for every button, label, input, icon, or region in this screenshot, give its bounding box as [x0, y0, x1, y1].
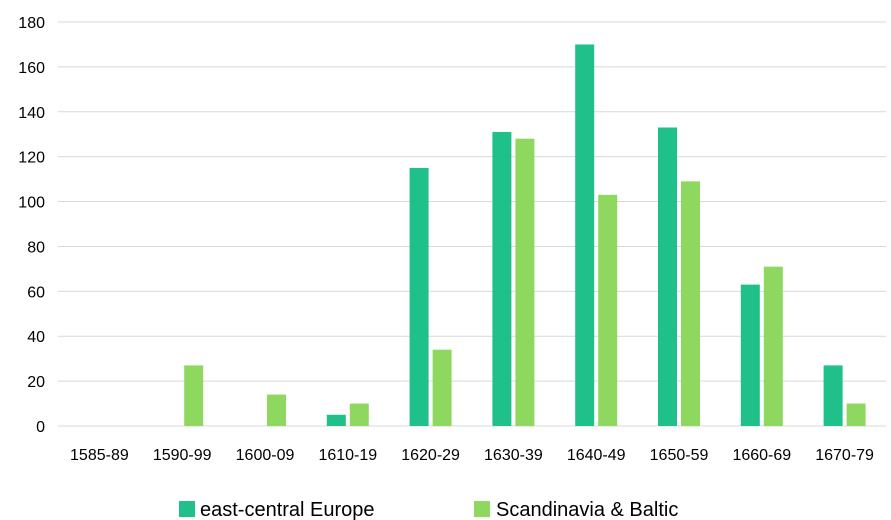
y-tick-label: 180	[18, 15, 45, 32]
x-tick-label: 1670-79	[815, 447, 874, 464]
bar-scandinavia-baltic-1620-29	[432, 349, 452, 426]
y-tick-label: 140	[18, 105, 45, 122]
y-tick-label: 160	[18, 60, 45, 77]
bar-scandinavia-baltic-1600-09	[267, 394, 286, 426]
legend-swatch-east-central-europe	[179, 501, 195, 517]
bar-east-central-europe-1610-19	[326, 414, 346, 426]
bar-scandinavia-baltic-1670-79	[846, 403, 866, 426]
legend: east-central Europe Scandinavia & Baltic	[179, 499, 678, 520]
y-tick-label: 80	[27, 239, 45, 256]
legend-swatch-scandinavia-baltic	[474, 501, 490, 517]
bar-scandinavia-baltic-1630-39	[515, 138, 535, 426]
x-tick-label: 1660-69	[732, 447, 791, 464]
legend-label-east-central-europe: east-central Europe	[200, 499, 375, 520]
y-tick-label: 100	[18, 195, 45, 212]
x-tick-label: 1650-59	[650, 447, 709, 464]
x-tick-label: 1640-49	[567, 447, 626, 464]
bar-east-central-europe-1620-29	[409, 167, 429, 426]
x-tick-label: 1585-89	[70, 447, 129, 464]
bar-scandinavia-baltic-1590-99	[184, 365, 204, 426]
bar-scandinavia-baltic-1610-19	[349, 403, 369, 426]
x-tick-label: 1590-99	[153, 447, 212, 464]
bar-east-central-europe-1640-49	[575, 44, 595, 426]
x-tick-label: 1620-29	[401, 447, 460, 464]
bar-east-central-europe-1650-59	[658, 127, 677, 426]
bars	[184, 44, 866, 426]
bar-east-central-europe-1630-39	[492, 131, 512, 426]
y-tick-label: 40	[27, 329, 45, 346]
x-tick-label: 1600-09	[236, 447, 295, 464]
bar-east-central-europe-1670-79	[823, 365, 843, 426]
bar-scandinavia-baltic-1640-49	[598, 194, 618, 426]
bar-scandinavia-baltic-1660-69	[763, 266, 783, 426]
y-tick-label: 0	[36, 419, 45, 436]
y-tick-label: 20	[27, 374, 45, 391]
x-tick-label: 1630-39	[484, 447, 543, 464]
y-axis-ticks: 0 20 40 60 80 100 120 140 160 180	[18, 15, 45, 436]
x-tick-label: 1610-19	[318, 447, 377, 464]
gridlines	[58, 21, 886, 427]
y-tick-label: 60	[27, 284, 45, 301]
bar-east-central-europe-1660-69	[740, 284, 760, 426]
bar-scandinavia-baltic-1650-59	[681, 181, 700, 426]
y-tick-label: 120	[18, 150, 45, 167]
legend-label-scandinavia-baltic: Scandinavia & Baltic	[496, 499, 678, 520]
x-axis-ticks: 1585-89 1590-99 1600-09 1610-19 1620-29 1630-…	[70, 447, 874, 464]
